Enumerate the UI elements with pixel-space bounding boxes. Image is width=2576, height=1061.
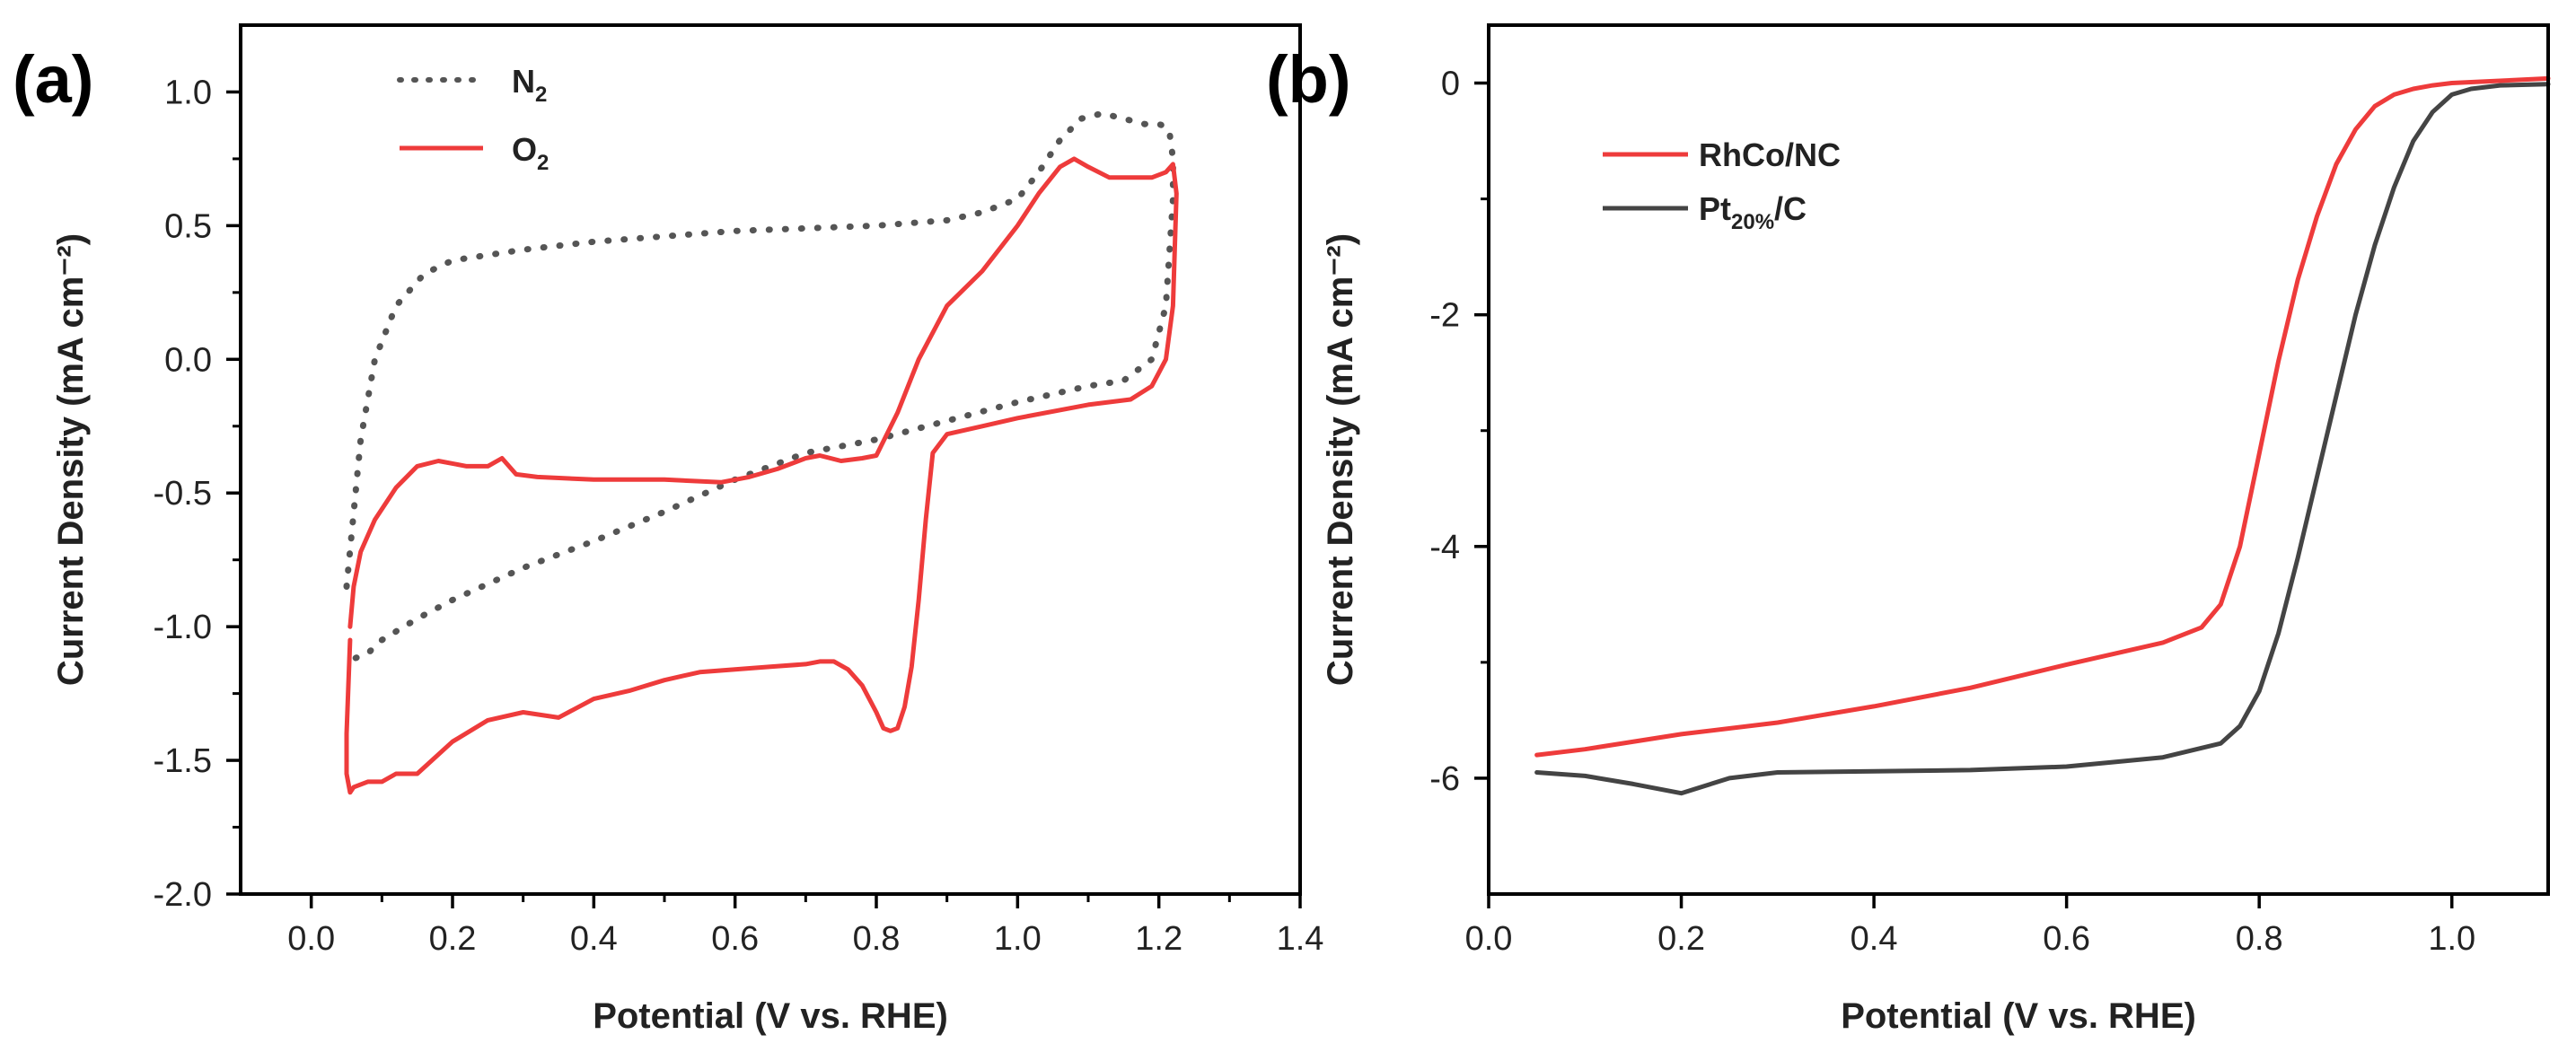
legend-o2-sub: 2 [537, 151, 549, 175]
panel-a-frame [239, 23, 1302, 896]
x-tick-label: 1.0 [2428, 920, 2475, 958]
series-line-1 [343, 110, 1176, 662]
x-tick-label: 0.6 [2043, 920, 2090, 958]
x-tick-label: 1.0 [994, 920, 1042, 958]
panel-a-label: (a) [13, 42, 93, 117]
panel-b: (b) 0.0 0.2 0.4 0.6 0.8 1.0 0 -2 -4 -6 Potential … [1266, 23, 2551, 1036]
x-tick-label: 0.0 [287, 920, 335, 958]
legend-n2-main: N [512, 63, 535, 100]
panel-b-curves [1534, 75, 2551, 796]
panel-b-ylabel: Current Density (mA cm⁻²) [1321, 233, 1360, 686]
series-line-1 [1534, 75, 2551, 758]
panel-b-frame [1487, 23, 2550, 896]
panel-b-ticks: 0.0 0.2 0.4 0.6 0.8 1.0 0 -2 -4 -6 [1429, 66, 2475, 958]
legend-o2-main: O [512, 131, 537, 168]
panel-a-ylabel: Current Density (mA cm⁻²) [51, 233, 91, 686]
legend-label-rhco: RhCo/NC [1699, 136, 1841, 173]
panel-a-xlabel: Potential (V vs. RHE) [593, 996, 948, 1036]
y-tick-label: -1.5 [154, 742, 212, 780]
x-tick-label: 1.2 [1135, 920, 1182, 958]
y-tick-label: -2 [1429, 297, 1460, 335]
x-tick-label: 0.0 [1465, 920, 1513, 958]
legend-label-n2: N2 [512, 63, 547, 107]
panel-a: (a) 0.0 0.2 0.4 0.6 0.8 1.0 1.2 1.4 1.0 0.5 0.0 -0.… [13, 23, 1324, 1036]
series-line-2 [1534, 82, 2551, 796]
series-line-2 [344, 156, 1179, 795]
panel-a-curves [343, 110, 1179, 795]
x-tick-label: 0.8 [2236, 920, 2283, 958]
legend-label-pt: Pt20%/C [1699, 190, 1807, 234]
x-tick-label: 0.4 [1851, 920, 1898, 958]
y-tick-label: 0.5 [164, 207, 212, 245]
y-tick-label: -6 [1429, 760, 1460, 798]
x-tick-label: 0.2 [429, 920, 477, 958]
legend-pt-main: Pt [1699, 190, 1731, 227]
y-tick-label: 0.0 [164, 341, 212, 379]
legend-label-o2: O2 [512, 131, 549, 175]
legend-pt-sub: 20% [1731, 210, 1774, 234]
x-tick-label: 1.4 [1277, 920, 1324, 958]
panel-a-legend: N2 O2 [397, 63, 549, 175]
panel-b-xlabel: Potential (V vs. RHE) [1841, 996, 2196, 1036]
x-tick-label: 0.8 [853, 920, 901, 958]
y-tick-label: 1.0 [164, 74, 212, 111]
x-tick-label: 0.2 [1657, 920, 1705, 958]
y-tick-label: -4 [1429, 529, 1460, 566]
legend-pt-tail: /C [1774, 190, 1807, 227]
y-tick-label: -0.5 [154, 475, 212, 513]
panel-b-legend: RhCo/NC Pt20%/C [1603, 136, 1841, 234]
x-tick-label: 0.6 [711, 920, 759, 958]
y-tick-label: 0 [1441, 66, 1460, 103]
y-tick-label: -2.0 [154, 876, 212, 914]
y-tick-label: -1.0 [154, 609, 212, 646]
panel-b-label: (b) [1266, 42, 1351, 117]
x-tick-label: 0.4 [570, 920, 618, 958]
legend-n2-sub: 2 [535, 83, 547, 107]
panel-a-ticks: 0.0 0.2 0.4 0.6 0.8 1.0 1.2 1.4 1.0 0.5 0.0 -0.5 -1.… [154, 74, 1324, 958]
